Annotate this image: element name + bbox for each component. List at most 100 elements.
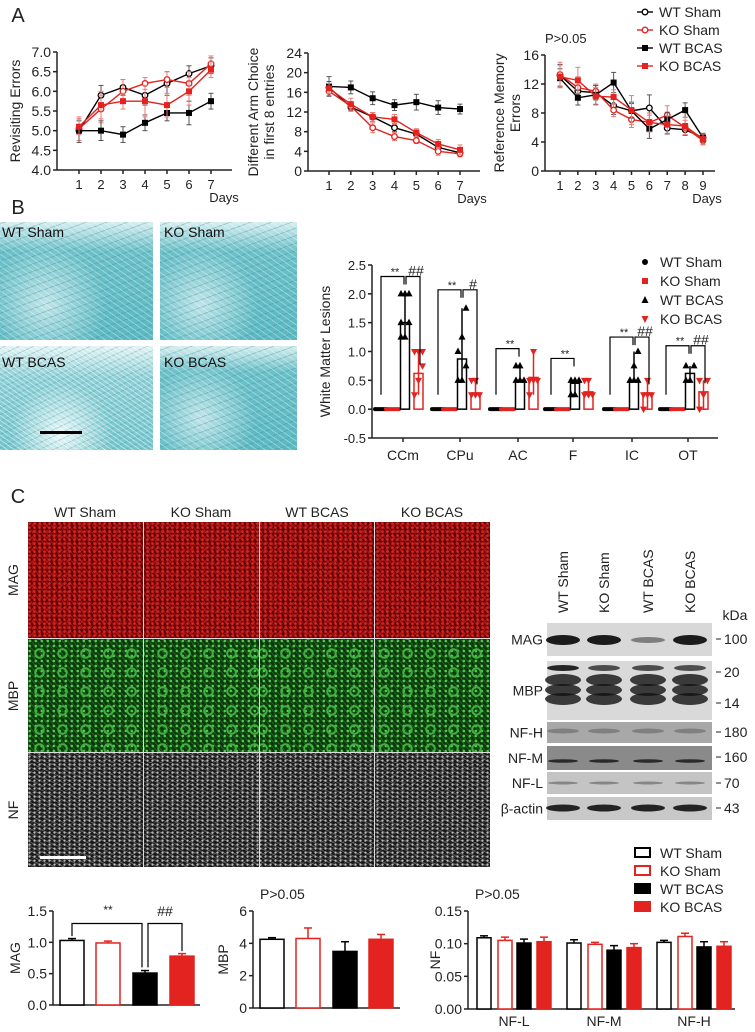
band <box>672 693 708 705</box>
data-point <box>700 136 706 143</box>
band <box>547 728 579 734</box>
y-tick-label: 0.0 <box>28 997 48 1013</box>
significance-bracket <box>437 289 462 395</box>
band <box>548 781 578 785</box>
p-value-annotation: P>0.05 <box>545 31 587 46</box>
band <box>546 804 580 812</box>
legend-label: WT BCAS <box>660 881 724 897</box>
data-point <box>208 98 214 105</box>
if-image-mbp-4 <box>375 639 490 752</box>
wt-bcas-point <box>458 333 466 340</box>
bar <box>259 938 285 1009</box>
x-tick-label: 5 <box>628 178 635 193</box>
wt-bcas-point <box>397 318 405 326</box>
y-tick-label: 1.0 <box>28 934 48 950</box>
y-tick-label: 0.05 <box>435 968 462 984</box>
significance-bracket <box>550 357 575 395</box>
bar <box>656 941 672 1010</box>
bar <box>677 935 693 1010</box>
x-tick-label: CCm <box>387 447 419 463</box>
histology-label-ko-bcas: KO BCAS <box>164 354 227 370</box>
band <box>589 781 619 785</box>
histology-ko-bcas <box>160 346 297 450</box>
histology-label-wt-bcas: WT BCAS <box>2 354 66 370</box>
legend-label: WT Sham <box>660 254 722 270</box>
significance-bracket <box>665 345 690 395</box>
group-nf-h: NF-H <box>656 932 732 1029</box>
y-axis-label: MBP <box>215 944 231 974</box>
if-image-mag-1 <box>28 522 143 638</box>
histology-label-ko-sham: KO Sham <box>164 224 225 240</box>
bar <box>476 937 492 1010</box>
significance-hash: # <box>469 276 477 292</box>
band <box>545 674 581 686</box>
y-axis-label: Errors <box>507 94 523 132</box>
marker-label: 160 <box>724 749 748 765</box>
y-tick-label: 0.15 <box>435 903 462 919</box>
band <box>673 635 707 645</box>
legend-label: KO Sham <box>660 273 721 289</box>
band <box>586 684 622 696</box>
if-image-mbp-2 <box>144 639 259 752</box>
lesion-chart: -0.5 0.0 0.5 1.0 1.5 2.0 2.5 White Matter Lesio… <box>317 254 724 463</box>
data-point <box>98 127 104 134</box>
y-tick-label: 6.5 <box>32 64 52 80</box>
data-point <box>76 123 82 130</box>
legend-label: KO Sham <box>659 22 720 38</box>
series-ko-bcas <box>557 65 706 145</box>
scale-bar <box>40 431 82 434</box>
y-tick-label: 7.0 <box>32 44 52 60</box>
band <box>633 759 663 763</box>
data-point <box>208 66 214 73</box>
wt-bcas-point <box>462 304 470 311</box>
blot-row-β-actin: β-actin 43 <box>501 797 740 820</box>
data-point <box>391 116 398 123</box>
data-point <box>164 102 170 109</box>
category-ot: OT ** ## <box>658 332 711 463</box>
wt-bcas-point <box>462 361 470 369</box>
data-point <box>682 107 689 114</box>
x-tick-label: 3 <box>592 178 599 193</box>
data-point <box>369 95 376 102</box>
legend-a: WT Sham KO Sham WT BCAS KO BCAS <box>637 4 723 74</box>
significance-stars: ** <box>561 348 570 360</box>
ko-bcas-point <box>476 392 483 399</box>
if-column-label: WT BCAS <box>285 504 349 520</box>
blot-row-nf-l: NF-L 70 <box>512 772 740 794</box>
mag-bar-chart: 0.0 0.5 1.0 1.5 MAG ** ## <box>7 903 200 1013</box>
x-tick-label: 6 <box>435 178 442 193</box>
marker-label: 20 <box>724 664 740 680</box>
y-tick-label: 1.5 <box>348 316 366 331</box>
lane-label: KO BCAS <box>682 551 698 613</box>
bar <box>696 946 712 1010</box>
marker-label: 180 <box>724 724 748 740</box>
x-tick-label: 5 <box>163 177 170 192</box>
y-axis-label: Revisiting Errors <box>7 60 23 163</box>
ko-bcas-point <box>589 392 596 399</box>
bar <box>626 946 642 1010</box>
significance-bracket <box>405 275 421 365</box>
nf-bar-chart: 0.00 0.05 0.10 0.15 NF P>0.05 NF-L NF-M NF-H <box>427 886 735 1029</box>
legend-label: WT Sham <box>659 4 721 20</box>
significance-stars: ** <box>391 267 400 279</box>
significance-stars: ** <box>620 327 629 339</box>
band <box>545 693 581 705</box>
y-tick-label: 5.5 <box>32 103 52 119</box>
y-tick-label: 4.0 <box>32 162 52 178</box>
x-tick-label: 7 <box>664 178 671 193</box>
bar <box>368 938 394 1009</box>
blot-membrane <box>547 722 712 743</box>
legend-label: KO BCAS <box>660 899 722 915</box>
significance-bracket <box>609 336 634 395</box>
y-tick-label: 2 <box>239 968 247 984</box>
y-axis-label: Reference Memory <box>491 53 507 172</box>
bar <box>606 949 622 1010</box>
ko-bcas-point <box>640 406 647 414</box>
ko-bcas-point <box>526 392 533 399</box>
series-ko-bcas <box>76 61 214 136</box>
significance-bracket <box>71 922 143 968</box>
x-tick-label: CPu <box>446 447 473 463</box>
data-point <box>434 147 442 155</box>
ko-bcas-point <box>415 377 422 385</box>
